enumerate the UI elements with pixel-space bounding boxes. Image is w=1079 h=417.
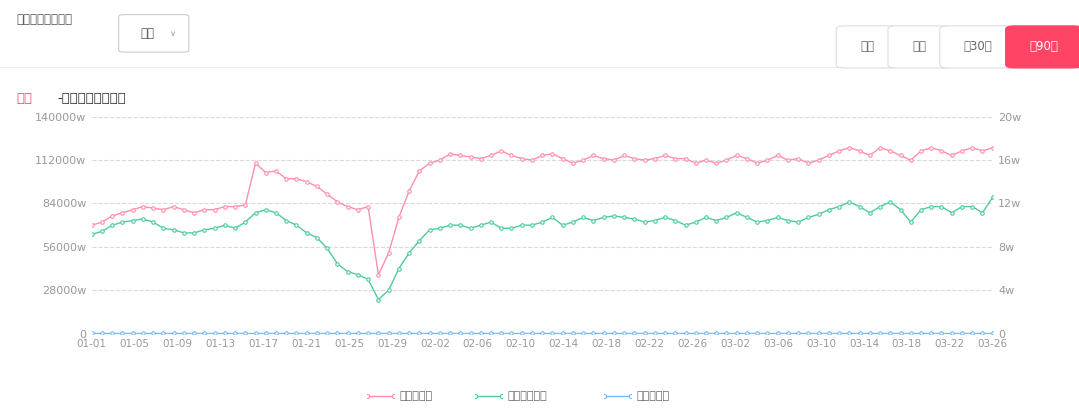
Text: 全部: 全部 <box>16 92 32 105</box>
Text: 全部: 全部 <box>141 27 154 40</box>
Text: ∨: ∨ <box>169 29 176 38</box>
Text: -直播带货场次趋势: -直播带货场次趋势 <box>57 92 126 105</box>
Text: 实时观众数: 实时观众数 <box>399 391 433 401</box>
Text: 今天: 今天 <box>861 40 874 53</box>
Text: 请选择商品类目：: 请选择商品类目： <box>16 13 72 25</box>
Text: 上架商品数: 上架商品数 <box>637 391 670 401</box>
Text: 昨天: 昨天 <box>913 40 926 53</box>
Text: 带货直播间数: 带货直播间数 <box>507 391 547 401</box>
Text: 近30天: 近30天 <box>964 40 993 53</box>
Text: 近90天: 近90天 <box>1029 40 1058 53</box>
